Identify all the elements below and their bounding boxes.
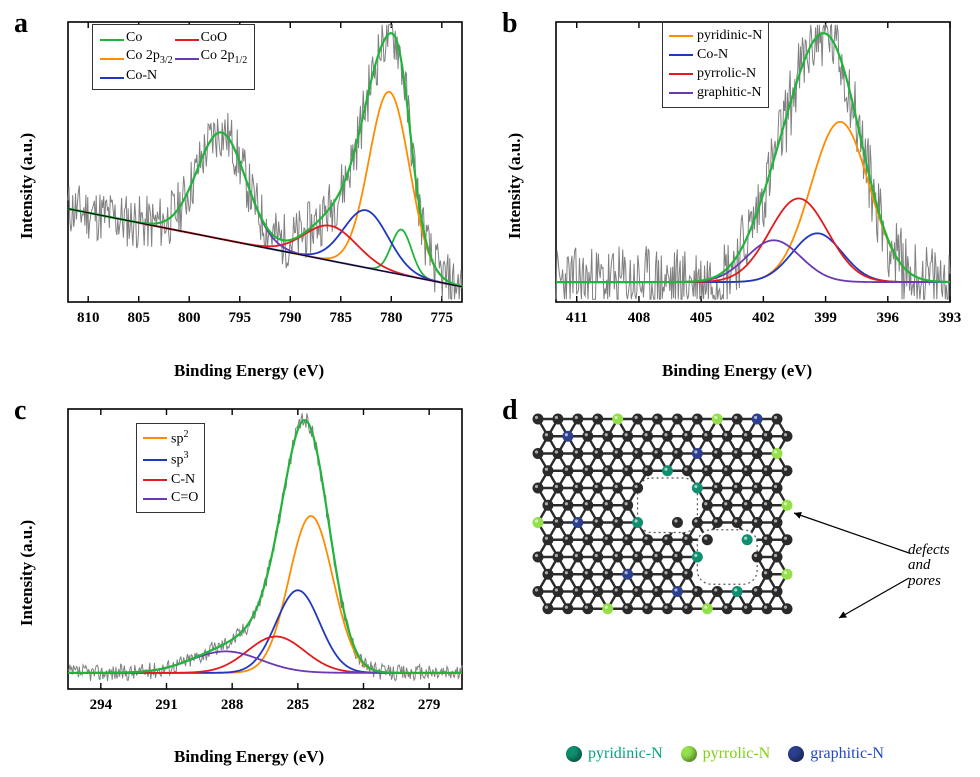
svg-text:795: 795 xyxy=(228,310,251,326)
svg-text:282: 282 xyxy=(352,697,375,713)
xlabel-a: Binding Energy (eV) xyxy=(174,361,324,381)
panel-b: b Intensity (a.u.) 411408405402399396393… xyxy=(494,6,974,385)
panel-label-d: d xyxy=(502,395,518,427)
svg-text:408: 408 xyxy=(628,310,651,326)
svg-text:393: 393 xyxy=(939,310,962,326)
defects-label: defectsandpores xyxy=(908,543,964,590)
xlabel-b: Binding Energy (eV) xyxy=(662,361,812,381)
ball-pyridinic xyxy=(566,746,582,762)
svg-text:785: 785 xyxy=(330,310,353,326)
legend-b: pyridinic-N Co-N pyrrolic-N graphitic-N xyxy=(662,22,769,108)
panel-label-a: a xyxy=(14,8,28,40)
svg-text:411: 411 xyxy=(566,310,588,326)
ball-graphitic xyxy=(788,746,804,762)
svg-text:402: 402 xyxy=(752,310,775,326)
svg-text:291: 291 xyxy=(155,697,178,713)
panel-a: a Intensity (a.u.) 810805800795790785780… xyxy=(6,6,486,385)
ball-pyrrolic xyxy=(681,746,697,762)
legend-d: pyridinic-N pyrrolic-N graphitic-N xyxy=(566,745,884,763)
xlabel-c: Binding Energy (eV) xyxy=(174,747,324,767)
svg-text:405: 405 xyxy=(690,310,713,326)
svg-text:790: 790 xyxy=(279,310,302,326)
panel-c: c Intensity (a.u.) 294291288285282279 sp… xyxy=(6,393,486,772)
svg-text:288: 288 xyxy=(221,697,244,713)
svg-text:775: 775 xyxy=(431,310,454,326)
plot-c: 294 291 288 285 282 279 xyxy=(6,393,476,733)
svg-text:396: 396 xyxy=(877,310,900,326)
svg-text:294: 294 xyxy=(90,697,113,713)
svg-text:399: 399 xyxy=(814,310,837,326)
svg-text:780: 780 xyxy=(380,310,403,326)
panel-d: d defectsandpores pyridinic-N pyrrolic-N… xyxy=(494,393,974,772)
svg-text:805: 805 xyxy=(127,310,150,326)
svg-text:800: 800 xyxy=(178,310,201,326)
schematic-d xyxy=(494,393,974,773)
svg-text:810: 810 xyxy=(77,310,100,326)
legend-a: Co CoO Co 2p3/2 Co 2p1/2 Co-N xyxy=(92,24,255,90)
svg-text:285: 285 xyxy=(287,697,310,713)
panel-label-b: b xyxy=(502,8,518,40)
panel-label-c: c xyxy=(14,395,26,427)
legend-c: sp2 sp3 C-N C=O xyxy=(136,423,205,514)
svg-text:279: 279 xyxy=(418,697,441,713)
